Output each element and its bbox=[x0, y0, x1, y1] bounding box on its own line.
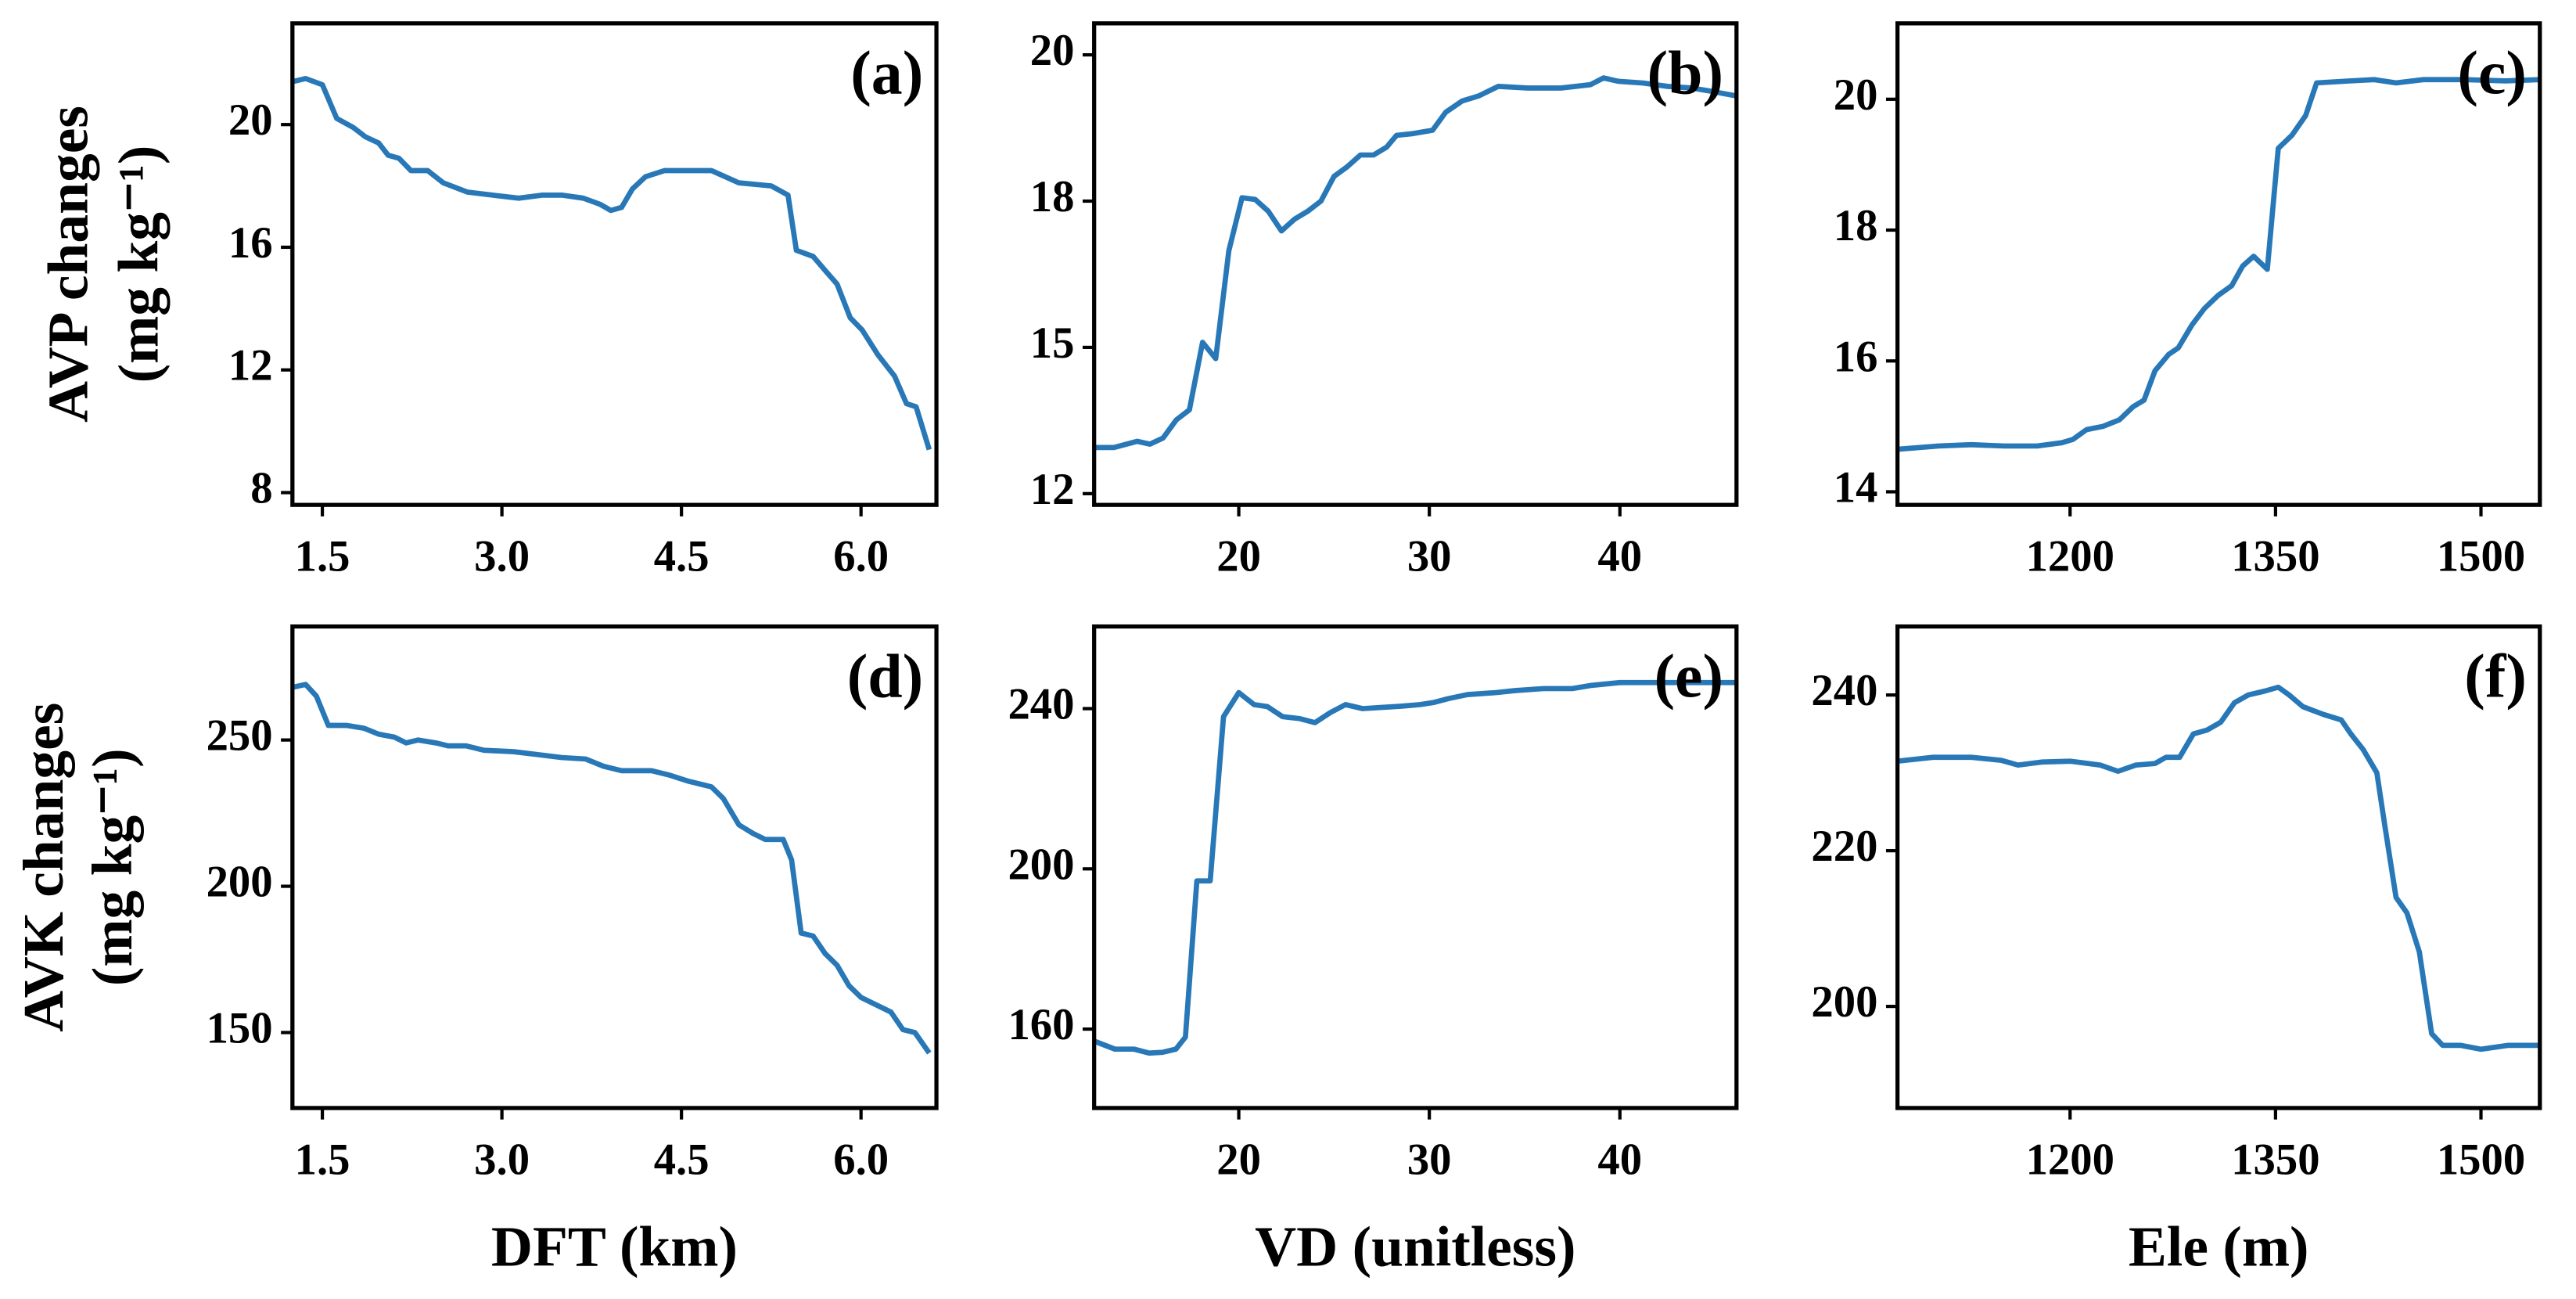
x-tick-label: 1.5 bbox=[295, 1135, 350, 1184]
x-axis-label: Ele (m) bbox=[2129, 1215, 2309, 1279]
axes-frame bbox=[290, 21, 939, 507]
x-tick-label: 1200 bbox=[2026, 1135, 2114, 1184]
y-tick-label: 12 bbox=[1030, 465, 1075, 514]
data-line bbox=[1094, 75, 1737, 451]
x-tick-label: 6.0 bbox=[833, 1135, 889, 1184]
y-tick-label: 18 bbox=[1030, 172, 1075, 221]
y-tick-label: 16 bbox=[228, 218, 273, 268]
subplot: 1.5 3.0 4.5 6.0 150 200 250 (d) DFT (km) AVK chan… bbox=[12, 624, 939, 1279]
y-axis-label: (mg kg⁻¹) bbox=[81, 748, 144, 986]
x-tick-label: 4.5 bbox=[654, 532, 710, 581]
data-line bbox=[292, 682, 932, 1055]
axes-frame bbox=[1895, 624, 2542, 1110]
y-tick-label: 16 bbox=[1834, 332, 1878, 381]
y-tick-label: 20 bbox=[1030, 26, 1075, 75]
x-tick-label: 1350 bbox=[2231, 532, 2319, 581]
x-tick-label: 1500 bbox=[2437, 532, 2525, 581]
y-axis-label: AVP changes bbox=[36, 106, 99, 423]
x-tick-label: 1500 bbox=[2437, 1135, 2525, 1184]
panel-label: (a) bbox=[850, 39, 923, 108]
x-tick-label: 40 bbox=[1597, 532, 1642, 581]
x-tick-label: 20 bbox=[1216, 532, 1261, 581]
y-tick-label: 12 bbox=[228, 341, 273, 390]
x-tick-label: 40 bbox=[1597, 1135, 1642, 1184]
subplot: 1200 1350 1500 200 220 240 (f) Ele (m) bbox=[1811, 624, 2542, 1279]
x-axis-label: VD (unitless) bbox=[1255, 1215, 1575, 1279]
y-tick-label: 200 bbox=[207, 858, 273, 907]
y-tick-label: 220 bbox=[1811, 822, 1877, 871]
y-tick-label: 200 bbox=[1811, 977, 1877, 1027]
y-tick-label: 15 bbox=[1030, 318, 1075, 368]
x-tick-label: 1200 bbox=[2026, 532, 2114, 581]
data-line bbox=[292, 76, 932, 451]
y-tick-label: 14 bbox=[1834, 462, 1878, 512]
subplot: 1200 1350 1500 14 16 18 20 (c) bbox=[1834, 21, 2542, 581]
y-tick-label: 200 bbox=[1008, 840, 1074, 889]
x-tick-label: 1350 bbox=[2231, 1135, 2319, 1184]
x-tick-label: 1.5 bbox=[295, 532, 350, 581]
subplot: 1.5 3.0 4.5 6.0 8 12 16 20 (a) AVP changes (mg kg⁻… bbox=[36, 21, 939, 581]
panel-label: (b) bbox=[1647, 39, 1724, 108]
panel-label: (d) bbox=[847, 642, 924, 711]
y-tick-label: 250 bbox=[207, 711, 273, 761]
panel-label: (c) bbox=[2457, 39, 2527, 108]
subplot: 20 30 40 160 200 240 (e) VD (unitless) bbox=[1008, 624, 1739, 1279]
data-line bbox=[1094, 679, 1737, 1056]
subplot: 20 30 40 12 15 18 20 (b) bbox=[1030, 21, 1739, 581]
axes-frame bbox=[1895, 21, 2542, 507]
x-tick-label: 3.0 bbox=[474, 532, 530, 581]
y-tick-label: 160 bbox=[1008, 1000, 1074, 1049]
x-tick-label: 3.0 bbox=[474, 1135, 530, 1184]
y-tick-label: 240 bbox=[1811, 666, 1877, 715]
x-axis-label: DFT (km) bbox=[491, 1215, 738, 1279]
y-axis-label: (mg kg⁻¹) bbox=[107, 146, 171, 383]
y-tick-label: 150 bbox=[207, 1004, 273, 1053]
y-tick-label: 8 bbox=[250, 464, 272, 513]
y-tick-label: 240 bbox=[1008, 680, 1074, 729]
data-line bbox=[1897, 684, 2540, 1053]
axes-frame bbox=[1092, 624, 1739, 1110]
axes-frame bbox=[290, 624, 939, 1110]
x-tick-label: 4.5 bbox=[654, 1135, 710, 1184]
y-tick-label: 20 bbox=[228, 95, 273, 145]
x-tick-label: 20 bbox=[1216, 1135, 1261, 1184]
panel-label: (f) bbox=[2464, 642, 2527, 711]
y-tick-label: 18 bbox=[1834, 201, 1878, 250]
x-tick-label: 6.0 bbox=[833, 532, 889, 581]
x-tick-label: 30 bbox=[1407, 1135, 1452, 1184]
y-tick-label: 20 bbox=[1834, 70, 1878, 120]
axes-frame bbox=[1092, 21, 1739, 507]
data-line bbox=[1897, 77, 2540, 452]
panel-label: (e) bbox=[1654, 642, 1723, 711]
x-tick-label: 30 bbox=[1407, 532, 1452, 581]
y-axis-label: AVK changes bbox=[12, 703, 75, 1032]
